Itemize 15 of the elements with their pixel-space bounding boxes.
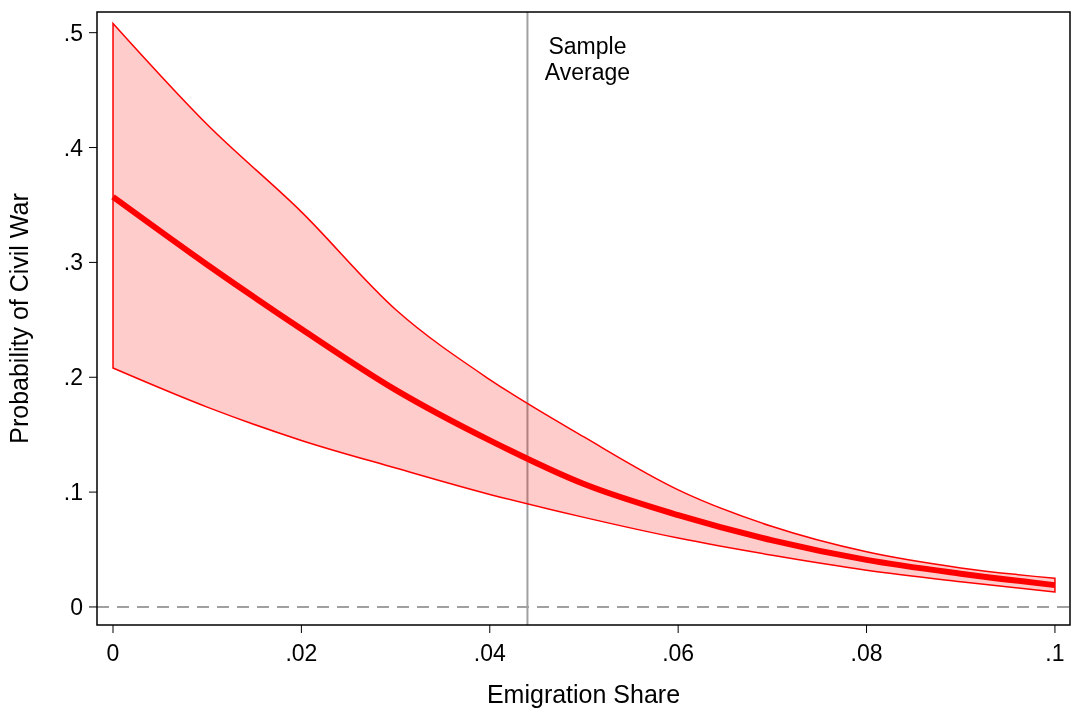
y-axis-title: Probability of Civil War xyxy=(5,193,33,444)
x-tick-label: .1 xyxy=(1045,640,1065,666)
x-tick-label: .08 xyxy=(850,640,883,666)
y-tick-label: 0 xyxy=(70,594,83,621)
x-tick-label: .04 xyxy=(473,640,506,666)
y-tick-label: .5 xyxy=(63,19,83,46)
y-tick-label: .2 xyxy=(63,364,83,391)
y-tick-label: .4 xyxy=(63,134,84,161)
y-tick-label: .1 xyxy=(63,479,83,506)
y-tick-label: .3 xyxy=(63,249,83,276)
x-axis-title: Emigration Share xyxy=(486,680,681,708)
ref-line-label: Sample Average xyxy=(544,33,631,85)
x-tick-label: .02 xyxy=(285,640,318,666)
x-tick-label: 0 xyxy=(106,640,120,666)
x-tick-label: .06 xyxy=(662,640,695,666)
